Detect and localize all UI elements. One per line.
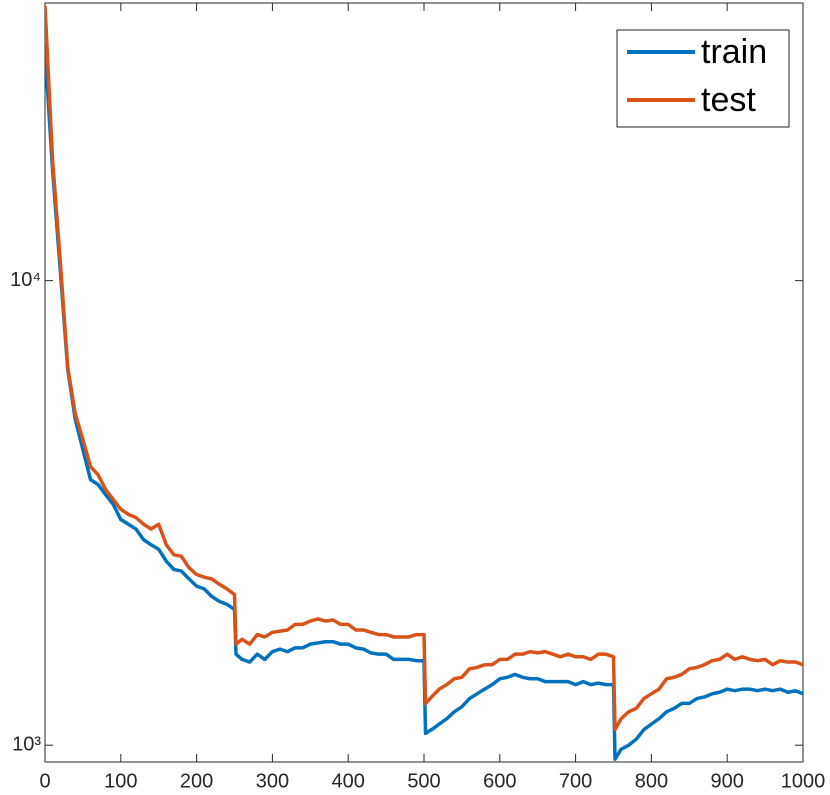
y-tick-label: 10⁴ xyxy=(10,269,41,291)
x-tick-label: 1000 xyxy=(781,770,826,792)
line-series xyxy=(45,5,803,732)
x-tick-label: 100 xyxy=(104,770,137,792)
x-tick-label: 800 xyxy=(635,770,668,792)
x-tick-label: 500 xyxy=(407,770,440,792)
x-tick-label: 600 xyxy=(483,770,516,792)
legend-label: train xyxy=(701,33,767,71)
x-tick-label: 700 xyxy=(559,770,592,792)
legend-box xyxy=(616,29,790,128)
x-tick-label: 300 xyxy=(256,770,289,792)
x-tick-label: 200 xyxy=(180,770,213,792)
x-tick-label: 400 xyxy=(332,770,365,792)
x-tick-label: 900 xyxy=(711,770,744,792)
x-tick-label: 0 xyxy=(39,770,50,792)
y-tick-label: 10³ xyxy=(12,733,41,755)
legend-label: test xyxy=(701,81,756,119)
